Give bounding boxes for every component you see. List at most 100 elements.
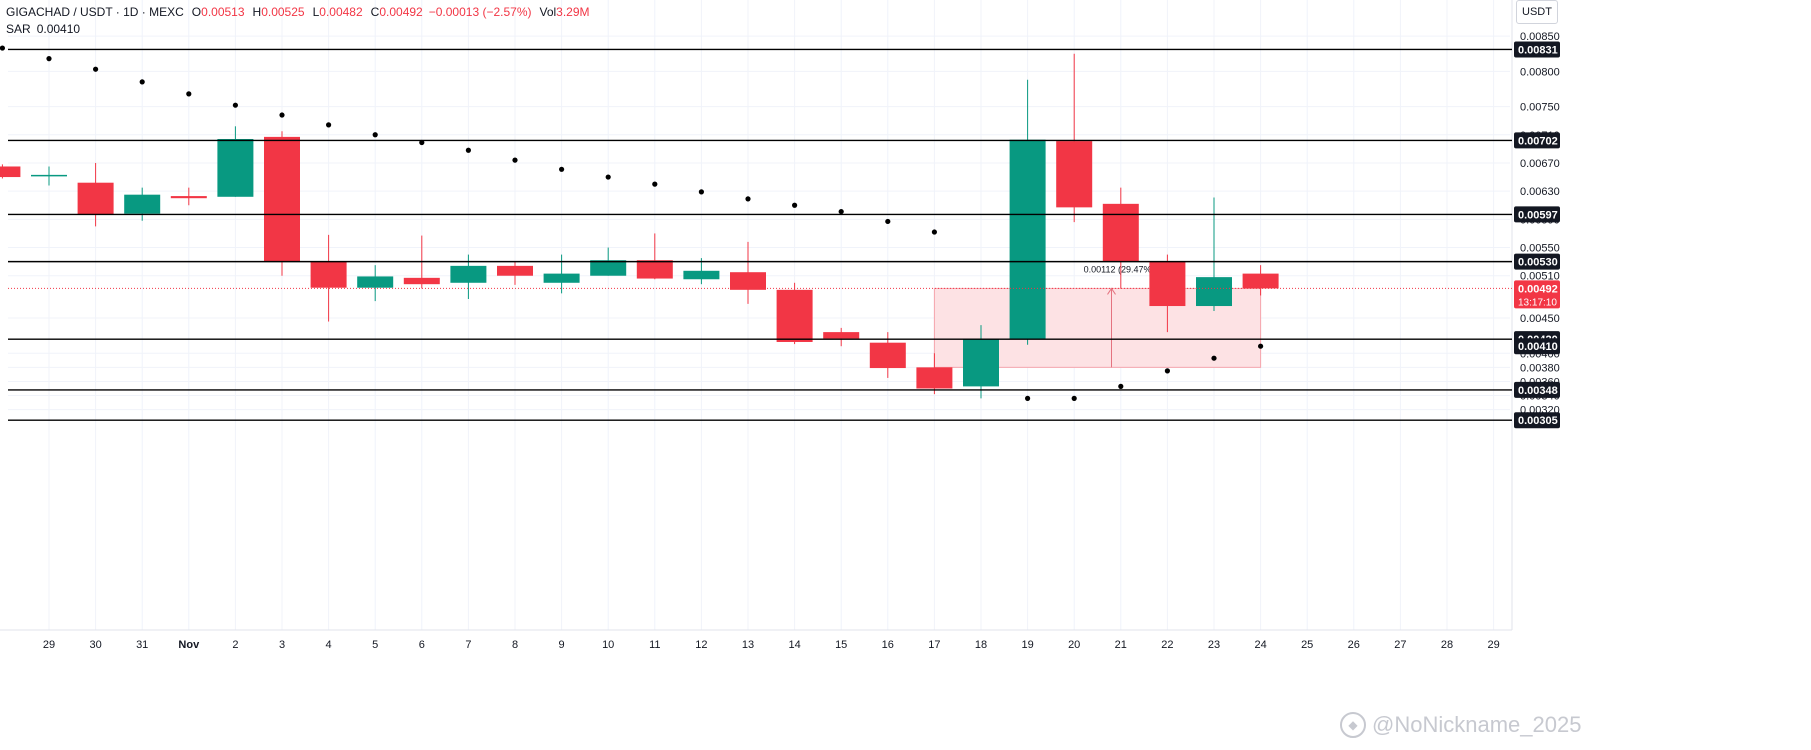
sar-dot (372, 132, 378, 138)
price-tick-label: 0.00630 (1520, 186, 1560, 198)
time-tick-label: 29 (43, 639, 55, 651)
time-tick-label: 23 (1208, 639, 1220, 651)
price-tag (1514, 381, 1560, 398)
time-tick-label: 16 (882, 639, 894, 651)
price-tick-label: 0.00750 (1520, 102, 1560, 114)
price-tag-label: 0.00348 (1518, 385, 1558, 397)
candle-body (1009, 139, 1046, 340)
candle (776, 282, 813, 345)
candle-body (1242, 273, 1279, 289)
time-tick-label: 29 (1487, 639, 1499, 651)
high-value: 0.00525 (261, 5, 305, 19)
sar-dot (93, 66, 99, 72)
time-tick-label: Nov (178, 639, 200, 651)
candle-body (730, 272, 766, 290)
candle-body (590, 260, 627, 276)
sar-dots (0, 45, 1264, 401)
sar-dot (1025, 395, 1031, 401)
sar-dot (326, 122, 332, 128)
currency-unit-button[interactable]: USDT (1516, 0, 1558, 24)
sar-dot (1118, 383, 1124, 389)
time-tick-label: 27 (1394, 639, 1406, 651)
candle (963, 325, 999, 399)
vol-label: Vol (539, 5, 557, 19)
last-price-tag (1514, 280, 1560, 309)
sar-dot (465, 147, 471, 153)
time-tick-label: 11 (649, 639, 660, 651)
sar-dot (838, 208, 844, 215)
price-tick-label: 0.00550 (1520, 243, 1560, 255)
sar-dot (745, 196, 751, 202)
time-tick-label: 21 (1115, 639, 1127, 651)
sar-label: SAR (6, 22, 31, 36)
time-tick-label: 28 (1441, 639, 1453, 651)
time-tick-label: 14 (788, 639, 800, 651)
sar-dot (419, 139, 425, 146)
price-tag (1514, 206, 1560, 223)
time-tick-label: 20 (1068, 639, 1080, 651)
candle (916, 353, 953, 395)
candle (170, 187, 207, 206)
candle-body (823, 332, 860, 339)
candle-body (124, 194, 161, 214)
sar-dot (931, 229, 938, 235)
candle-body (450, 265, 487, 283)
candle (357, 265, 394, 302)
candle-body (1149, 261, 1186, 307)
price-tick-label: 0.00850 (1520, 31, 1560, 43)
candle-body (0, 166, 21, 178)
vol-value: 3.29M (556, 5, 590, 19)
price-tag (1514, 253, 1560, 270)
candle-body (869, 342, 906, 369)
time-tick-label: 3 (279, 639, 285, 651)
sar-dot (279, 112, 285, 118)
candle-body (217, 138, 254, 197)
candle (1102, 187, 1139, 289)
candle-body (310, 261, 347, 288)
sar-dot (1164, 368, 1170, 374)
sar-dot (792, 202, 798, 208)
price-tag-label: 0.00702 (1518, 135, 1558, 147)
price-tick-label: 0.00380 (1520, 362, 1560, 374)
candle-body (264, 136, 300, 262)
candle (1242, 265, 1279, 296)
time-tick-label: 24 (1254, 639, 1266, 651)
candle (1149, 254, 1186, 333)
price-tick-label: 0.00800 (1520, 66, 1560, 78)
grid (8, 0, 1510, 630)
open-value: 0.00513 (201, 5, 245, 19)
candle (869, 332, 906, 378)
candle (730, 241, 766, 304)
candle (1009, 79, 1046, 345)
candle (310, 234, 347, 322)
watermark-logo-icon: ◆ (1340, 712, 1366, 738)
candles (0, 53, 1279, 399)
low-label: L (312, 5, 320, 19)
time-tick-label: 2 (232, 639, 238, 651)
time-tick-label: 12 (695, 639, 707, 651)
time-tick-label: 15 (835, 639, 847, 651)
candle (823, 327, 860, 347)
watermark-text: @NoNickname_2025 (1372, 712, 1582, 737)
candle-body (1102, 203, 1139, 262)
chart-legend: GIGACHAD / USDT · 1D · MEXC O 0.00513 H 0.… (6, 4, 590, 38)
candle (31, 166, 67, 186)
candle-body (497, 265, 533, 276)
candle-body (357, 276, 394, 288)
candle-body (403, 277, 440, 285)
candle (264, 131, 300, 276)
candle-body (543, 273, 580, 283)
price-tag (1514, 41, 1560, 58)
time-tick-label: 7 (465, 639, 471, 651)
time-tick-label: 17 (928, 639, 940, 651)
time-tick-label: 4 (326, 639, 332, 651)
candle-body (916, 367, 953, 389)
price-tick-label: 0.00450 (1520, 313, 1560, 325)
candle (1056, 53, 1093, 223)
measure-arrow-head (1107, 287, 1116, 295)
sar-dot (139, 79, 145, 85)
symbol-title[interactable]: GIGACHAD / USDT · 1D · MEXC (6, 5, 184, 19)
time-tick-label: 26 (1348, 639, 1360, 651)
price-axis-ticks: 0.008500.008000.007500.007100.006700.006… (1520, 31, 1560, 417)
